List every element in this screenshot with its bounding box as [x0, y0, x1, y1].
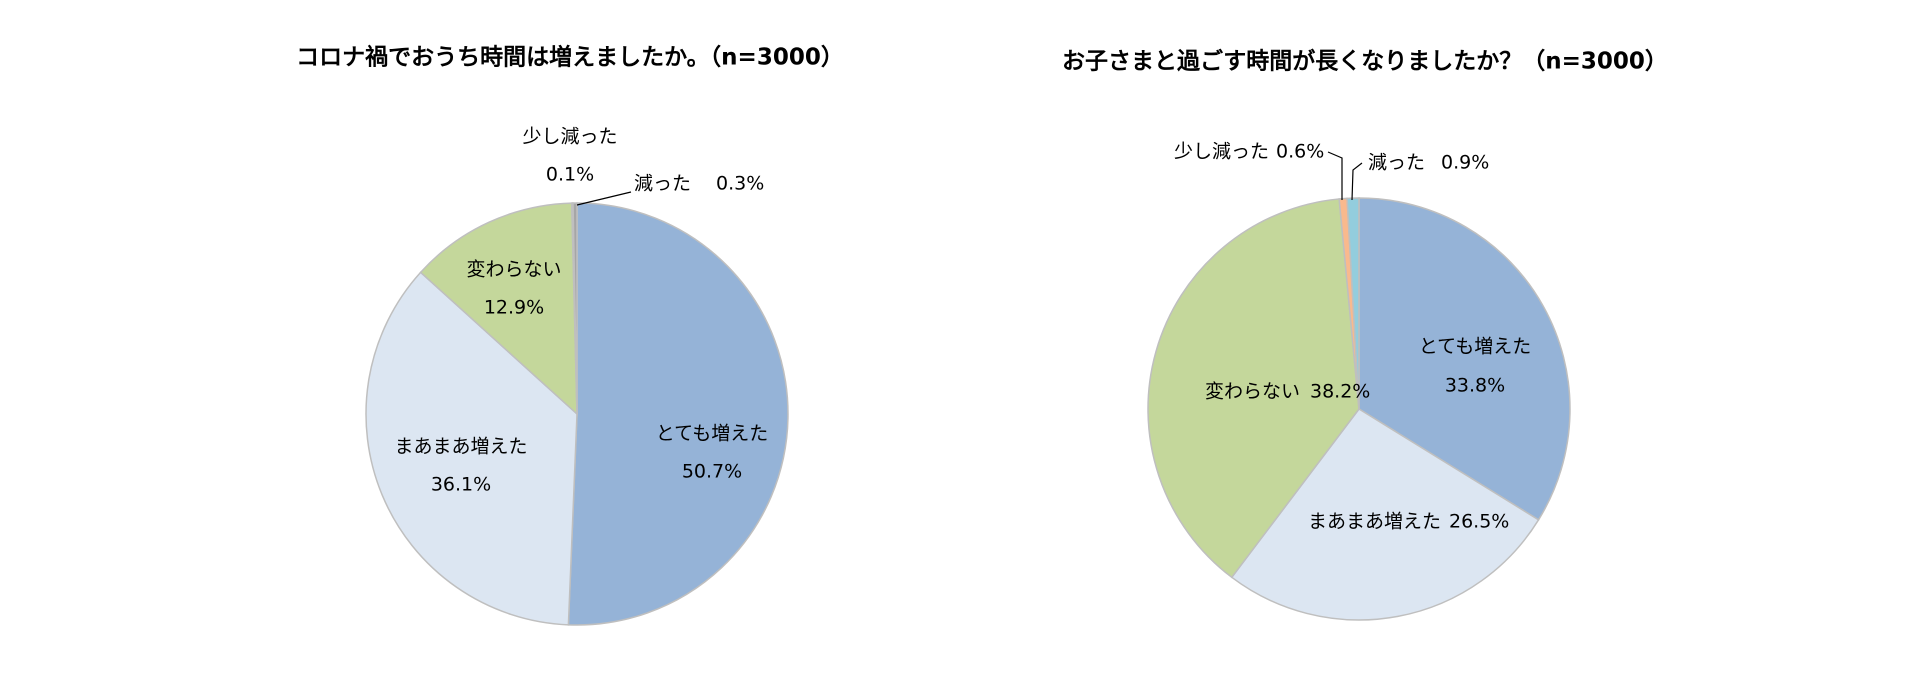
pie-slice — [419, 202, 578, 416]
pie-slice — [572, 202, 578, 415]
leader-line — [1327, 151, 1343, 200]
chart-title: お子さまと過ごす時間が長くなりましたか？（n=3000） — [1062, 48, 1668, 75]
leader-line — [1351, 162, 1363, 201]
chart-title: コロナ禍でおうち時間は増えましたか。（n=3000） — [296, 44, 844, 71]
data-label-value: 36.1% — [431, 474, 491, 496]
data-label-value: 0.6% — [1276, 141, 1324, 163]
data-label-category: 少し減った — [522, 126, 617, 148]
data-label-value: 0.9% — [1441, 152, 1489, 174]
pie-slice — [1230, 408, 1540, 621]
data-label-value: 12.9% — [484, 297, 544, 319]
pie-slice — [365, 271, 578, 626]
data-label-category: とても増えた — [656, 423, 768, 445]
data-label-value: 0.3% — [716, 173, 764, 195]
leader-line — [576, 191, 632, 206]
data-label-category: まあまあ増えた — [394, 436, 527, 458]
data-label-category: 少し減った — [1174, 141, 1269, 163]
data-label-value: 26.5% — [1449, 511, 1509, 533]
pie-slice — [1346, 197, 1360, 410]
data-label-category: とても増えた — [1419, 336, 1531, 358]
data-label-category: 減った — [1368, 152, 1425, 174]
data-label-category: 減った — [634, 173, 691, 195]
pie-slice — [567, 202, 789, 626]
data-label-value: 38.2% — [1310, 381, 1370, 403]
pie-slice — [1147, 198, 1360, 579]
data-label-category: 変わらない — [1205, 381, 1300, 403]
pie-slice — [1358, 197, 1571, 521]
data-label-value: 33.8% — [1445, 375, 1505, 397]
data-label-category: 変わらない — [466, 259, 561, 281]
data-label-value: 0.1% — [546, 164, 594, 186]
data-label-value: 50.7% — [682, 461, 742, 483]
data-label-category: まあまあ増えた — [1308, 511, 1441, 533]
